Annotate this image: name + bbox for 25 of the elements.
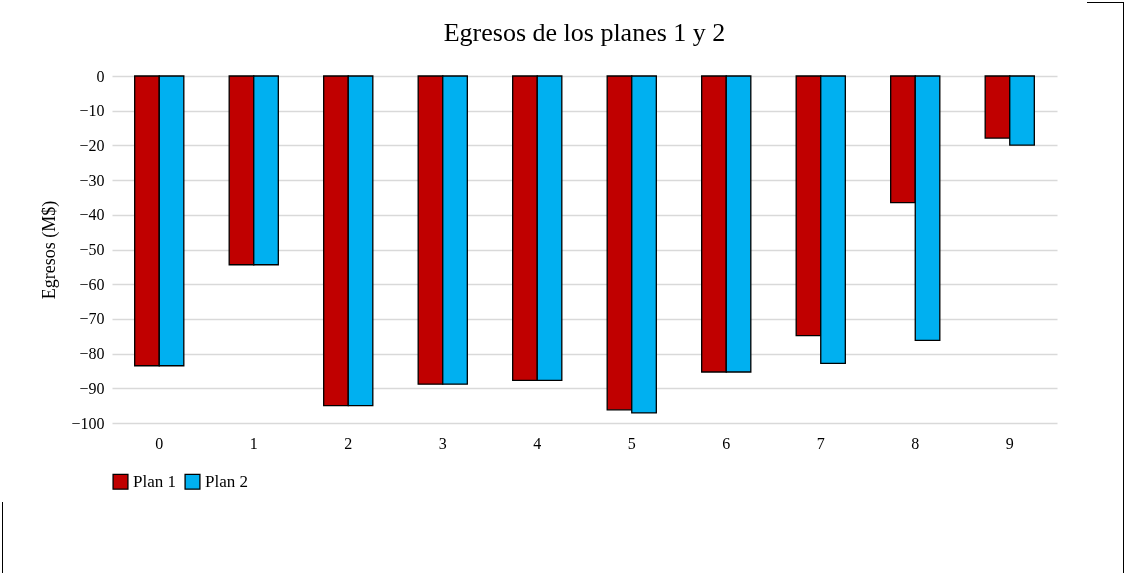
y-tick-label: −30 (79, 171, 105, 189)
x-tick-label: 8 (911, 434, 920, 452)
y-tick-label: −40 (79, 206, 105, 224)
y-tick-label: −10 (79, 102, 105, 120)
x-tick-label: 5 (627, 434, 636, 452)
y-tick-label: −70 (79, 310, 105, 328)
legend-label: Plan 1 (133, 471, 176, 491)
y-tick-label: −90 (79, 379, 105, 397)
x-tick-label: 1 (249, 434, 258, 452)
x-tick-label: 4 (533, 434, 542, 452)
chart-title: Egresos de los planes 1 y 2 (443, 18, 726, 47)
x-tick-label: 9 (1005, 434, 1014, 452)
x-tick-label: 2 (344, 434, 353, 452)
x-tick-label: 0 (155, 434, 164, 452)
y-tick-label: −60 (79, 275, 105, 293)
y-tick-label: 0 (96, 67, 105, 85)
y-tick-label: −20 (79, 136, 105, 154)
legend-label: Plan 2 (205, 471, 248, 491)
y-tick-label: −80 (79, 345, 105, 363)
y-tick-label: −100 (71, 414, 105, 432)
y-tick-label: −50 (79, 241, 105, 258)
x-tick-label: 6 (722, 434, 731, 452)
x-tick-label: 3 (438, 434, 447, 452)
x-tick-label: 7 (816, 434, 825, 452)
y-axis-title: Egresos (M$) (39, 200, 61, 300)
